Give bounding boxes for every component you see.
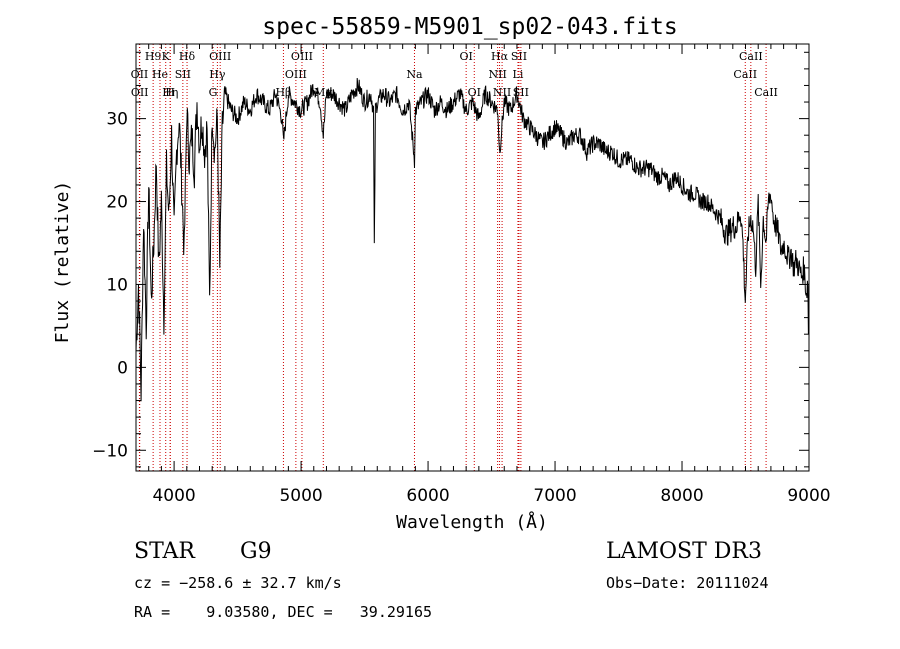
obs-date: Obs−Date: 20111024 [606,574,769,592]
x-tick-label: 5000 [279,486,322,506]
y-tick-label: 30 [106,110,128,130]
object-class: STAR [134,539,195,564]
spectral-line-label-h-gamma: Hγ [209,68,226,81]
spectral-line-label-na: Na [406,68,423,81]
survey-name: LAMOST DR3 [606,539,762,564]
y-tick-label: 10 [106,275,128,295]
spectral-line-label-oi-6364: OI [468,86,481,99]
y-tick-label: 0 [117,358,128,378]
spectral-line-label-k: K [162,50,171,63]
x-tick-label: 4000 [152,486,195,506]
plot-frame [135,43,810,472]
spectral-line-label-nii-6583: NII [493,86,511,99]
y-axis-label: Flux (relative) [52,181,73,344]
spectral-line-label-sii-6716: SII [511,50,527,63]
x-tick-label: 9000 [787,486,830,506]
spectral-line-label-caii-8498: CaII [733,68,757,81]
coordinates-readout: RA = 9.03580, DEC = 39.29165 [134,603,433,621]
spectral-line-label-li: Li [513,68,524,81]
spectral-line-label-nii-6548: NII [488,68,506,81]
spectral-line-label-caii-8662: CaII [754,86,778,99]
y-tick-label: 20 [106,193,128,213]
spectrum-chart: spec-55859-M5901_sp02-043.fits H9OIIOIIH… [52,14,831,533]
spectral-line-label-g: G [209,86,218,99]
redshift-readout: cz = −258.6 ± 32.7 km/s [134,574,342,592]
x-axis-label: Wavelength (Å) [396,511,548,533]
spectral-line-label-h-beta: Hβ [275,86,291,99]
spectral-line-label-h9: H9 [145,50,162,63]
spectral-line-label-oi-6300: OI [459,50,472,63]
spectral-line-label-h-alpha: Hα [491,50,509,63]
spectral-line-label-h-delta: Hδ [179,50,196,63]
spectrum-line [135,77,809,402]
spectral-line-label-he: He [152,68,168,81]
spectral-line-label-sii-blue: SII [175,68,191,81]
object-subclass: G9 [240,539,272,564]
spectral-line-label-oiii-4363: OIII [209,50,231,63]
spectral-line-label-caii-8542: CaII [739,50,763,63]
x-tick-label: 6000 [406,486,449,506]
spectral-line-label-oiii-5007: OIII [291,50,313,63]
chart-title: spec-55859-M5901_sp02-043.fits [262,14,677,40]
y-tick-label: −10 [92,441,128,461]
spectral-line-label-h: H [165,86,175,99]
x-tick-label: 8000 [660,486,703,506]
spectral-line-label-oiii-4959: OIII [285,68,307,81]
x-tick-label: 7000 [533,486,576,506]
spectral-line-label-oii-b: OII [131,86,149,99]
